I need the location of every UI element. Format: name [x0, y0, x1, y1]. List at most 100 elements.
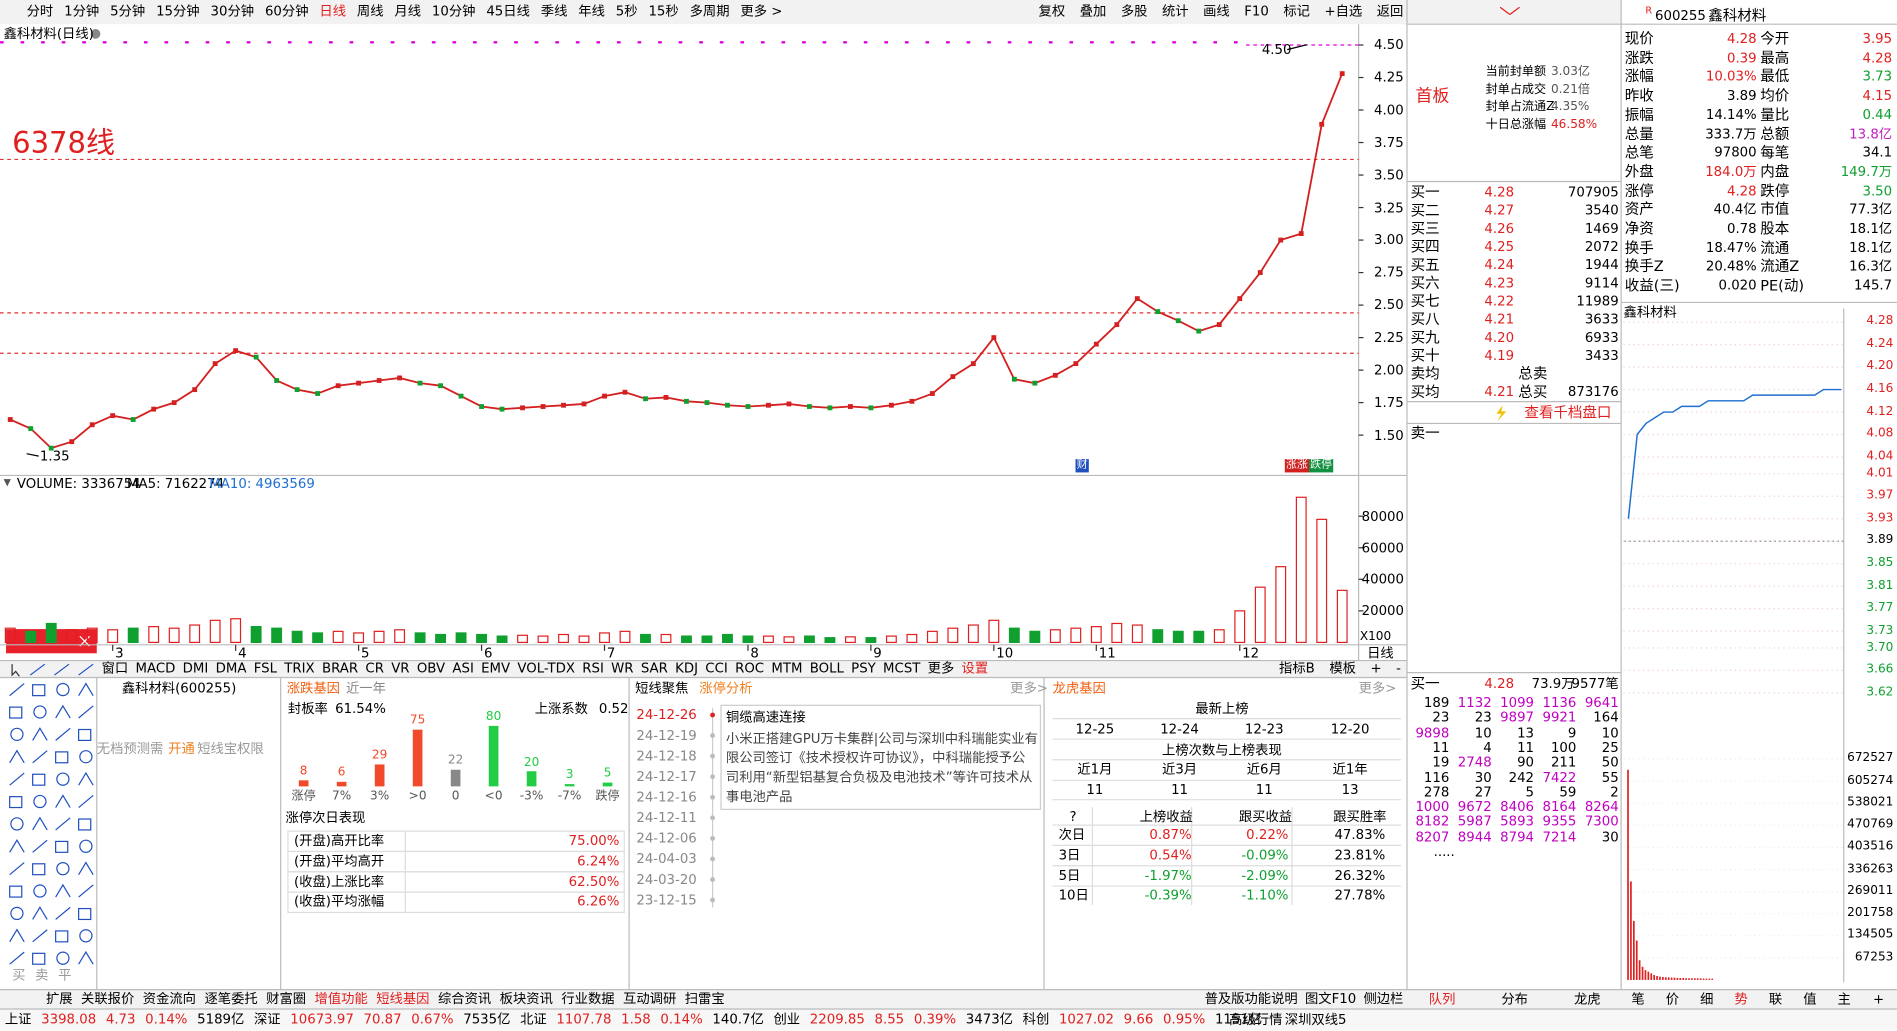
- tab[interactable]: 板块资讯: [499, 990, 553, 1007]
- tab[interactable]: 45日线: [486, 3, 530, 20]
- date[interactable]: 23-12-15: [636, 892, 697, 908]
- tab[interactable]: 分布: [1501, 991, 1528, 1008]
- tab[interactable]: 更多 >: [740, 3, 783, 20]
- button[interactable]: 画线: [1203, 3, 1230, 20]
- tab[interactable]: 5分钟: [110, 3, 146, 20]
- date[interactable]: 24-04-03: [636, 851, 697, 867]
- date[interactable]: 24-12-06: [636, 830, 697, 847]
- date[interactable]: 24-12-16: [636, 789, 697, 806]
- tab[interactable]: DMA: [215, 660, 247, 677]
- tab[interactable]: 10分钟: [431, 3, 476, 20]
- link[interactable]: 更多>: [1358, 680, 1397, 697]
- trade-button[interactable]: 平: [58, 967, 72, 983]
- tab[interactable]: +: [1370, 660, 1382, 677]
- tab[interactable]: 增值功能: [314, 990, 368, 1007]
- tab[interactable]: 值: [1803, 991, 1817, 1008]
- date[interactable]: 24-03-20: [636, 871, 697, 888]
- index-name[interactable]: 深证: [254, 1011, 281, 1028]
- tab[interactable]: 综合资讯: [437, 990, 492, 1007]
- tab[interactable]: 价: [1665, 991, 1680, 1008]
- tab[interactable]: 短线聚焦: [635, 680, 689, 697]
- tab[interactable]: BOLL: [809, 660, 844, 677]
- status-item[interactable]: 深圳双线5: [1284, 1011, 1347, 1028]
- trade-button[interactable]: 卖: [35, 967, 49, 983]
- tab[interactable]: 分时: [26, 3, 54, 20]
- button[interactable]: 复权: [1038, 3, 1066, 20]
- tab[interactable]: 更多: [927, 660, 955, 677]
- index-name[interactable]: 创业: [773, 1011, 801, 1028]
- tab[interactable]: 15秒: [648, 3, 679, 20]
- tab[interactable]: 普及版功能说明: [1204, 990, 1298, 1007]
- tab[interactable]: RSI: [582, 660, 604, 677]
- tab[interactable]: 周线: [356, 3, 384, 20]
- tab[interactable]: BRAR: [321, 660, 359, 677]
- tab[interactable]: ROC: [735, 660, 765, 677]
- tab[interactable]: FSL: [253, 660, 277, 677]
- date[interactable]: 24-12-26: [636, 707, 697, 723]
- tab[interactable]: 扩展: [45, 990, 73, 1007]
- tab[interactable]: 行业数据: [561, 990, 615, 1007]
- button[interactable]: 多股: [1120, 3, 1148, 20]
- tab[interactable]: OBV: [416, 660, 446, 677]
- tab[interactable]: 逐笔委托: [204, 990, 258, 1007]
- tab[interactable]: 30分钟: [210, 3, 255, 20]
- tab[interactable]: VOL-TDX: [517, 660, 575, 677]
- tab[interactable]: 窗口: [101, 660, 129, 677]
- button[interactable]: 标记: [1283, 3, 1310, 20]
- trade-button[interactable]: 买: [12, 967, 26, 983]
- tab[interactable]: -: [1396, 660, 1401, 677]
- date[interactable]: 24-12-18: [636, 748, 697, 764]
- tab[interactable]: CR: [365, 660, 384, 677]
- tab[interactable]: TRIX: [284, 660, 315, 677]
- tab[interactable]: 互动调研: [623, 990, 677, 1007]
- link[interactable]: 查看千档盘口: [1524, 404, 1612, 422]
- tab[interactable]: 15分钟: [156, 3, 200, 20]
- tab[interactable]: 扫雷宝: [684, 990, 725, 1007]
- link[interactable]: 开通: [168, 741, 195, 757]
- tab[interactable]: 指标B: [1279, 660, 1315, 677]
- tab[interactable]: 季线: [540, 3, 568, 20]
- tab[interactable]: DMI: [182, 660, 209, 677]
- date[interactable]: 24-12-17: [636, 768, 697, 785]
- status-item[interactable]: 高级行情: [1229, 1011, 1283, 1028]
- tab[interactable]: EMV: [481, 660, 511, 677]
- tab[interactable]: 多周期: [689, 3, 730, 20]
- button[interactable]: F10: [1244, 3, 1269, 20]
- tab[interactable]: 侧边栏: [1363, 990, 1404, 1007]
- tab[interactable]: 关联报价: [81, 990, 135, 1007]
- tab[interactable]: MCST: [883, 660, 921, 677]
- index-name[interactable]: 北证: [520, 1011, 547, 1028]
- tab[interactable]: 笔: [1631, 991, 1645, 1008]
- tab[interactable]: 图文F10: [1304, 990, 1357, 1007]
- link[interactable]: 更多>: [1010, 680, 1048, 697]
- tab[interactable]: 5秒: [615, 3, 638, 20]
- tab[interactable]: ASI: [452, 660, 474, 677]
- tab[interactable]: +: [1872, 991, 1885, 1008]
- tab[interactable]: MTM: [771, 660, 803, 677]
- tab[interactable]: KDJ: [675, 660, 699, 677]
- tab[interactable]: 主: [1837, 991, 1851, 1008]
- tab[interactable]: 资金流向: [142, 990, 196, 1007]
- tab[interactable]: WR: [611, 660, 634, 677]
- button[interactable]: +自选: [1324, 3, 1363, 20]
- tab[interactable]: 模板: [1329, 660, 1356, 677]
- tab[interactable]: 队列: [1428, 991, 1456, 1008]
- tab[interactable]: 月线: [394, 3, 422, 20]
- button[interactable]: 返回: [1376, 3, 1404, 20]
- index-name[interactable]: 科创: [1022, 1011, 1050, 1028]
- tab[interactable]: 60分钟: [264, 3, 309, 20]
- tab[interactable]: 设置: [961, 660, 989, 677]
- tab[interactable]: 1分钟: [64, 3, 100, 20]
- tab[interactable]: 细: [1700, 991, 1714, 1008]
- index-name[interactable]: 上证: [4, 1011, 32, 1028]
- tab[interactable]: 财富圈: [266, 990, 307, 1007]
- tab[interactable]: 短线基因: [376, 990, 430, 1007]
- tab[interactable]: VR: [391, 660, 410, 677]
- date[interactable]: 24-12-19: [636, 727, 697, 744]
- tab[interactable]: 势: [1734, 991, 1748, 1008]
- tab[interactable]: 联: [1768, 991, 1783, 1008]
- tab[interactable]: PSY: [851, 660, 876, 677]
- tab[interactable]: 龙虎: [1573, 991, 1601, 1008]
- tab[interactable]: MACD: [135, 660, 176, 677]
- button[interactable]: 叠加: [1079, 3, 1107, 20]
